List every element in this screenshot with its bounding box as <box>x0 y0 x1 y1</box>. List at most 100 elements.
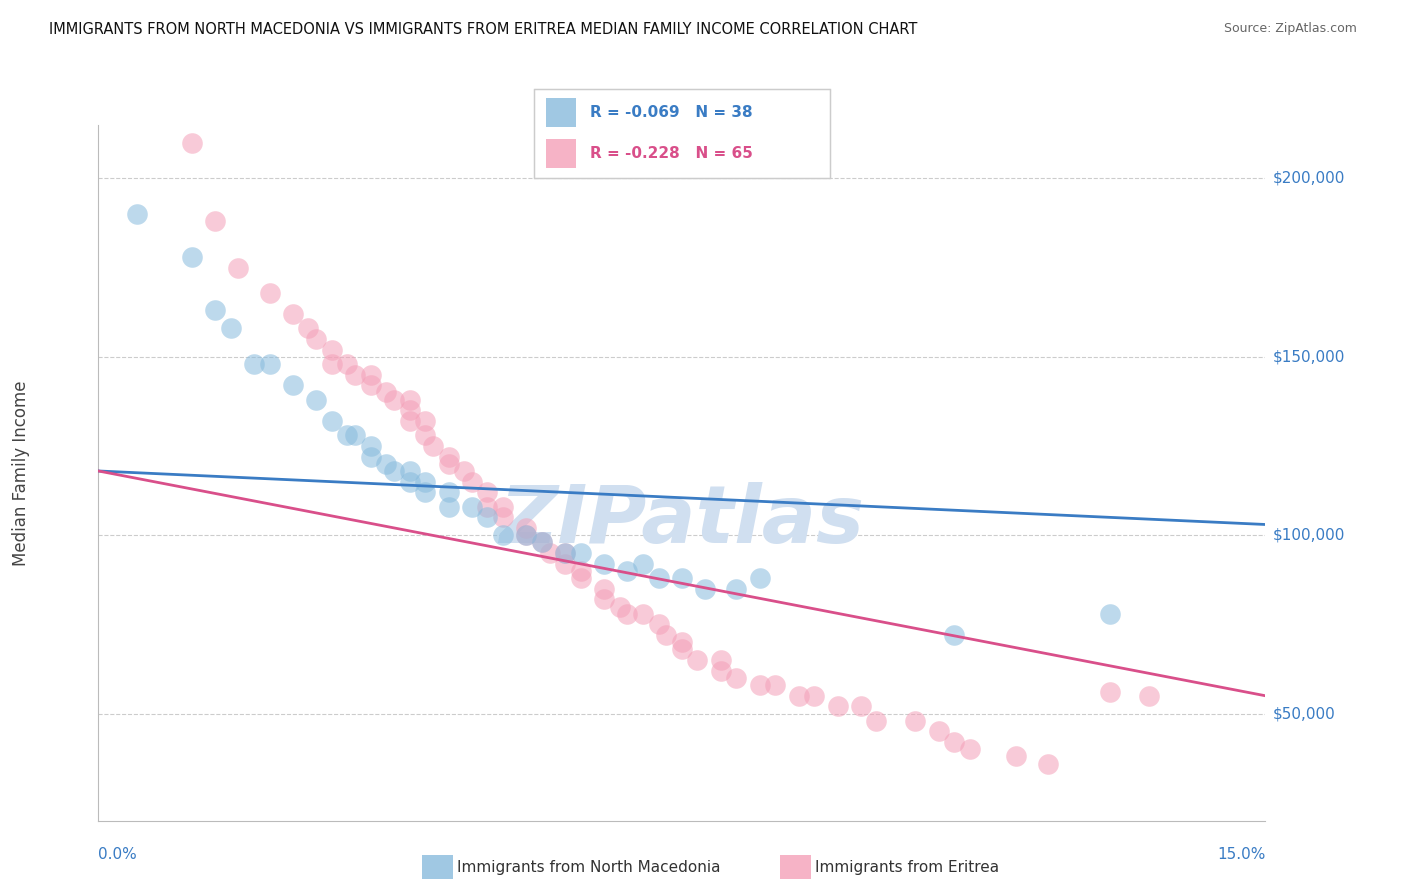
Point <box>413 485 436 500</box>
Point <box>360 450 382 464</box>
Point <box>748 571 770 585</box>
Point <box>360 368 382 382</box>
Point <box>569 546 592 560</box>
Point <box>437 450 460 464</box>
Point <box>1137 689 1160 703</box>
Point <box>382 392 405 407</box>
Point <box>530 535 553 549</box>
Point <box>631 607 654 621</box>
Point <box>515 528 537 542</box>
Point <box>515 521 537 535</box>
Point <box>259 285 281 300</box>
Point <box>398 414 420 428</box>
Point <box>515 528 537 542</box>
Point <box>305 392 328 407</box>
Point <box>382 464 405 478</box>
Point <box>616 607 638 621</box>
Text: R = -0.228   N = 65: R = -0.228 N = 65 <box>591 146 754 161</box>
Point <box>375 385 398 400</box>
Point <box>305 332 328 346</box>
Point <box>398 392 420 407</box>
Point <box>477 485 499 500</box>
Point <box>204 214 226 228</box>
Point <box>616 564 638 578</box>
Text: Source: ZipAtlas.com: Source: ZipAtlas.com <box>1223 22 1357 36</box>
Point <box>437 457 460 471</box>
Point <box>461 500 484 514</box>
Point <box>865 714 887 728</box>
Point <box>127 207 149 221</box>
Point <box>725 582 748 596</box>
Point <box>943 628 966 642</box>
Point <box>437 485 460 500</box>
Text: Immigrants from Eritrea: Immigrants from Eritrea <box>815 860 1000 874</box>
Point <box>492 500 515 514</box>
Text: IMMIGRANTS FROM NORTH MACEDONIA VS IMMIGRANTS FROM ERITREA MEDIAN FAMILY INCOME : IMMIGRANTS FROM NORTH MACEDONIA VS IMMIG… <box>49 22 918 37</box>
Point <box>695 582 717 596</box>
Point <box>530 535 553 549</box>
Point <box>554 557 576 571</box>
Point <box>492 528 515 542</box>
Point <box>959 742 981 756</box>
Text: R = -0.069   N = 38: R = -0.069 N = 38 <box>591 105 754 120</box>
Point <box>259 357 281 371</box>
Point <box>413 428 436 442</box>
Point <box>477 500 499 514</box>
Point <box>1036 756 1059 771</box>
Point <box>928 724 950 739</box>
Point <box>763 678 786 692</box>
Point <box>360 439 382 453</box>
Text: ZIPatlas: ZIPatlas <box>499 483 865 560</box>
Point <box>803 689 825 703</box>
Point <box>375 457 398 471</box>
Point <box>321 343 343 357</box>
Text: $100,000: $100,000 <box>1272 528 1344 542</box>
Text: $50,000: $50,000 <box>1272 706 1336 721</box>
Text: Median Family Income: Median Family Income <box>13 380 30 566</box>
Point <box>336 428 359 442</box>
Point <box>180 136 202 150</box>
Point <box>281 378 304 392</box>
Text: 0.0%: 0.0% <box>98 847 138 863</box>
Point <box>477 510 499 524</box>
Point <box>904 714 927 728</box>
Point <box>655 628 678 642</box>
Point <box>827 699 849 714</box>
Point <box>671 642 693 657</box>
Point <box>538 546 561 560</box>
Point <box>647 571 669 585</box>
Point <box>787 689 810 703</box>
Point <box>631 557 654 571</box>
Point <box>461 475 484 489</box>
Point <box>413 414 436 428</box>
Point <box>228 260 250 275</box>
Point <box>686 653 709 667</box>
Point <box>360 378 382 392</box>
Point <box>453 464 475 478</box>
Bar <box>546 98 575 127</box>
Point <box>569 571 592 585</box>
Point <box>1098 685 1121 699</box>
Point <box>297 321 319 335</box>
Point <box>1005 749 1028 764</box>
Point <box>593 592 616 607</box>
Point <box>321 414 343 428</box>
Point <box>569 564 592 578</box>
Point <box>344 428 367 442</box>
Point <box>554 546 576 560</box>
Point <box>398 475 420 489</box>
Point <box>647 617 669 632</box>
Point <box>204 303 226 318</box>
Point <box>609 599 631 614</box>
Text: $150,000: $150,000 <box>1272 350 1344 364</box>
Point <box>593 557 616 571</box>
Point <box>422 439 444 453</box>
Point <box>243 357 266 371</box>
Point <box>671 635 693 649</box>
Point <box>1098 607 1121 621</box>
Bar <box>546 139 575 168</box>
Point <box>321 357 343 371</box>
Point <box>593 582 616 596</box>
Point <box>748 678 770 692</box>
Point <box>492 510 515 524</box>
